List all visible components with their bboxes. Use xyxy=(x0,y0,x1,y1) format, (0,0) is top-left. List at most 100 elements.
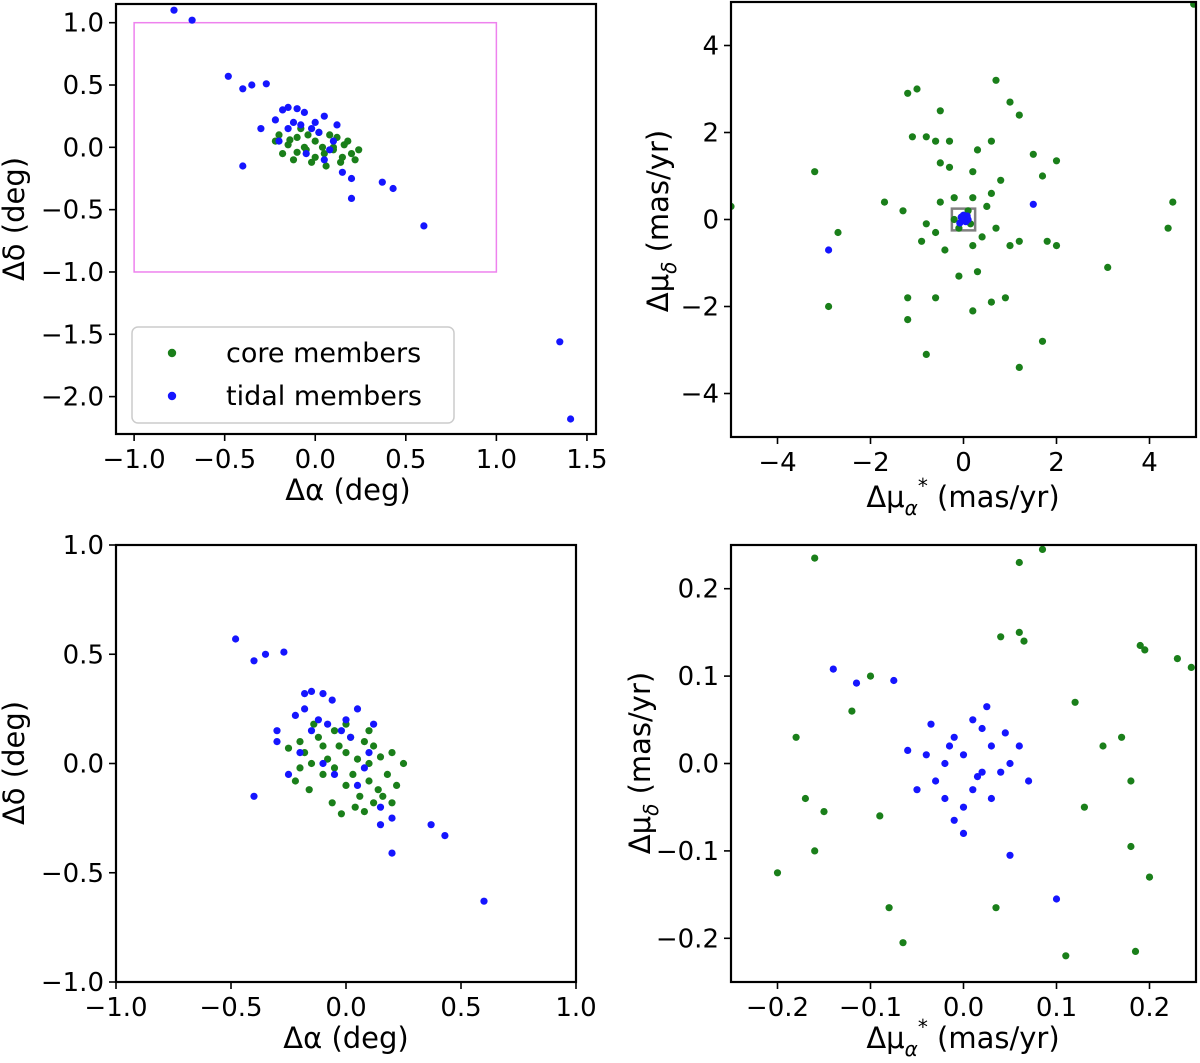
plot-area xyxy=(773,545,1195,960)
core-point xyxy=(1043,237,1051,245)
tidal-point xyxy=(567,415,575,423)
x-tick-label: 4 xyxy=(1141,448,1158,478)
core-point xyxy=(983,202,991,210)
core-point xyxy=(365,759,373,768)
core-point xyxy=(328,799,336,807)
core-point xyxy=(932,294,940,302)
core-point xyxy=(349,770,357,779)
core-point xyxy=(955,272,963,280)
tidal-point xyxy=(284,770,293,779)
core-point xyxy=(291,777,299,785)
core-point xyxy=(987,137,996,145)
core-point xyxy=(848,707,856,715)
core-point xyxy=(1001,294,1010,302)
y-tick-label: −1.5 xyxy=(41,320,104,350)
x-tick-label: 0.5 xyxy=(440,993,481,1023)
core-point xyxy=(337,158,345,166)
x-tick-label: 2 xyxy=(1048,448,1065,478)
core-point xyxy=(1020,637,1028,645)
core-point xyxy=(904,89,912,97)
core-point xyxy=(997,633,1005,641)
legend-marker-tidal xyxy=(167,391,177,401)
tidal-point xyxy=(239,162,247,170)
core-point xyxy=(342,749,350,757)
core-point xyxy=(969,194,977,202)
tidal-point xyxy=(829,665,837,673)
y-tick-label: −4 xyxy=(681,380,719,410)
y-tick-label: −0.5 xyxy=(41,196,104,226)
panel-bottom-right: −0.2 −0.1 0.0 0.1 0.2 0.2 0.1 0.0 −0.1 −0.2 Δμα* … xyxy=(623,543,1198,1061)
tidal-point xyxy=(347,174,356,183)
core-point xyxy=(987,298,996,306)
ticks: −1.0 −0.5 0.0 0.5 1.0 1.0 0.5 0.0 −0.5 −1.0 xyxy=(41,531,597,1023)
tidal-point xyxy=(1025,777,1033,785)
tidal-point xyxy=(338,168,346,176)
tidal-point xyxy=(932,777,940,785)
core-point xyxy=(1187,663,1195,672)
y-axis-label: Δμδ (mas/yr) xyxy=(623,672,663,854)
tidal-point xyxy=(941,759,949,768)
core-point xyxy=(773,869,782,877)
core-point xyxy=(936,107,944,115)
tidal-point xyxy=(1015,742,1023,750)
core-point xyxy=(319,770,327,779)
core-point xyxy=(322,162,330,170)
axes-frame xyxy=(114,2,598,436)
x-tick-label: 0.0 xyxy=(295,445,336,475)
core-point xyxy=(351,803,359,811)
legend-box xyxy=(131,326,455,424)
tidal-point xyxy=(389,184,397,193)
tidal-point xyxy=(257,125,265,133)
tidal-point xyxy=(852,679,861,687)
core-point xyxy=(330,727,339,735)
core-point xyxy=(876,812,884,820)
core-point xyxy=(973,268,982,276)
core-point xyxy=(347,150,356,158)
core-point xyxy=(1038,545,1047,554)
x-tick-label: 0.0 xyxy=(943,993,984,1023)
core-point xyxy=(1006,98,1014,106)
core-point xyxy=(811,847,819,855)
core-point xyxy=(1015,363,1023,371)
core-point xyxy=(275,131,283,139)
core-point xyxy=(945,137,954,145)
tidal-point xyxy=(556,338,564,346)
tidal-point xyxy=(941,794,949,803)
core-point xyxy=(1071,698,1079,706)
y-tick-label: 0.2 xyxy=(678,575,719,605)
core-point xyxy=(1173,655,1181,663)
x-tick-label: 0.2 xyxy=(1129,993,1170,1023)
tidal-point xyxy=(1006,851,1014,859)
core-point xyxy=(932,137,940,145)
tidal-point xyxy=(289,118,298,126)
plot-area xyxy=(731,2,1196,371)
core-point xyxy=(820,808,828,816)
x-tick-label: 0.0 xyxy=(325,993,366,1023)
tidal-point xyxy=(1001,729,1009,737)
tidal-point xyxy=(239,85,247,93)
core-point xyxy=(1164,224,1172,232)
tidal-point xyxy=(273,727,281,735)
tidal-point xyxy=(969,786,977,794)
core-point xyxy=(296,738,304,746)
ticks: −0.2 −0.1 0.0 0.1 0.2 0.2 0.1 0.0 −0.1 −0.2 xyxy=(656,575,1170,1023)
core-point xyxy=(792,733,800,741)
y-tick-label: 0.1 xyxy=(678,662,719,692)
tidal-point xyxy=(284,125,292,133)
core-point xyxy=(880,198,889,206)
core-point xyxy=(913,85,921,93)
core-point xyxy=(305,786,313,794)
y-tick-label: 1.0 xyxy=(63,531,104,561)
tidal-point xyxy=(300,108,308,116)
tidal-point xyxy=(301,705,309,713)
tidal-point xyxy=(320,156,328,164)
core-point xyxy=(1052,242,1061,250)
tidal-point xyxy=(297,121,305,129)
tidal-point xyxy=(365,749,373,757)
core-point xyxy=(922,133,930,141)
x-tick-label: −1.0 xyxy=(84,993,147,1023)
core-point xyxy=(936,159,944,167)
tidal-point xyxy=(170,6,178,14)
tidal-point xyxy=(353,781,362,790)
x-tick-label: −1.0 xyxy=(103,445,166,475)
